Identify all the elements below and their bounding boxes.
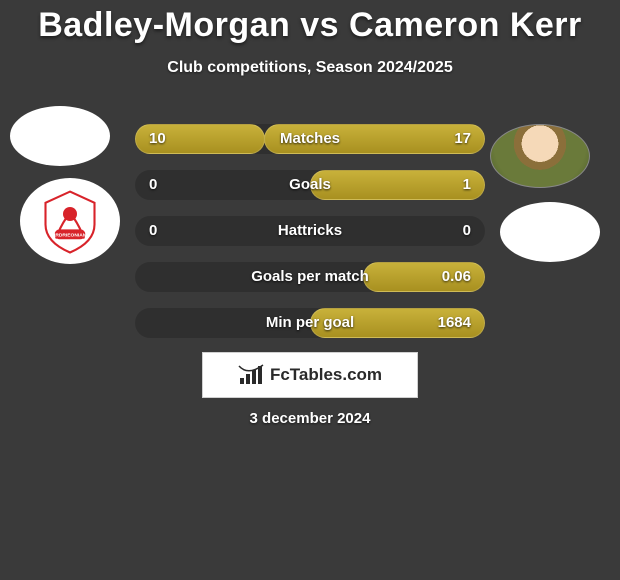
brand-box[interactable]: FcTables.com: [202, 352, 418, 398]
right-club-badge-blank: [500, 202, 600, 262]
right-player-photo: [490, 124, 590, 188]
metric-label: Goals: [135, 170, 485, 200]
comparison-bars: 1017Matches 01Goals 00Hattricks 0.06Goals p…: [135, 124, 485, 354]
bars-chart-icon: [238, 364, 264, 386]
subtitle: Club competitions, Season 2024/2025: [0, 59, 620, 77]
left-club-badge: AIRDRIEONIANS: [20, 178, 120, 264]
metric-label: Min per goal: [135, 308, 485, 338]
comparison-infographic: Badley-Morgan vs Cameron Kerr Club compe…: [0, 0, 620, 580]
metric-row: 01Goals: [135, 170, 485, 200]
metric-row: 1017Matches: [135, 124, 485, 154]
metric-label: Matches: [135, 124, 485, 154]
svg-text:AIRDRIEONIANS: AIRDRIEONIANS: [50, 232, 90, 238]
metric-row: 0.06Goals per match: [135, 262, 485, 292]
date-line: 3 december 2024: [0, 410, 620, 427]
metric-label: Hattricks: [135, 216, 485, 246]
airdrieonians-badge-icon: AIRDRIEONIANS: [35, 186, 105, 256]
brand-text: FcTables.com: [270, 365, 382, 385]
page-title: Badley-Morgan vs Cameron Kerr: [0, 0, 620, 45]
metric-row: 00Hattricks: [135, 216, 485, 246]
metric-label: Goals per match: [135, 262, 485, 292]
metric-row: 1684Min per goal: [135, 308, 485, 338]
left-player-photo: [10, 106, 110, 166]
